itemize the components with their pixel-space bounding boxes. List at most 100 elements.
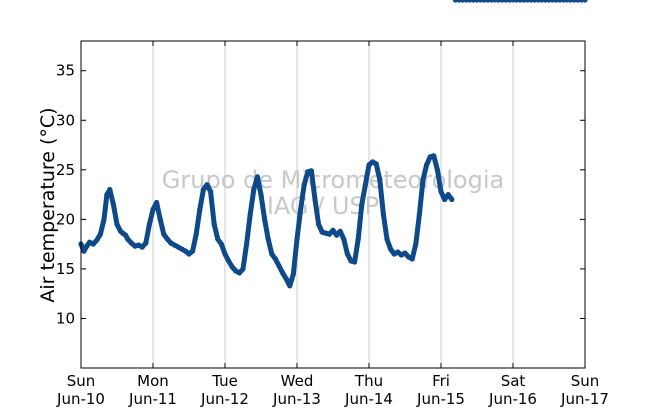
data-point (445, 192, 451, 198)
data-point (251, 187, 257, 193)
data-point (287, 283, 293, 289)
x-tick-date-label: Jun-16 (488, 390, 537, 408)
data-point (164, 236, 170, 242)
x-tick-day-label: Fri (432, 372, 450, 390)
x-tick-date-label: Jun-14 (344, 390, 393, 408)
data-point (215, 236, 221, 242)
data-point (222, 251, 228, 257)
data-point (352, 259, 358, 265)
data-point (90, 241, 96, 247)
data-point (186, 251, 192, 257)
data-point (269, 251, 275, 257)
data-point (81, 248, 87, 254)
data-point (190, 248, 196, 254)
data-point (334, 232, 340, 238)
data-point (442, 196, 448, 203)
data-point (154, 199, 160, 206)
watermark-line-1: Grupo de Micrometeorologia (162, 166, 504, 194)
data-point (344, 251, 350, 257)
y-tick-label: 25 (56, 161, 75, 179)
data-point (366, 162, 372, 168)
data-point (104, 192, 110, 198)
x-tick-day-label: Sun (571, 372, 600, 390)
data-point (424, 162, 430, 168)
data-point (265, 236, 271, 242)
data-point (355, 236, 361, 242)
data-point (161, 231, 167, 237)
data-point (226, 258, 232, 264)
data-point (409, 256, 415, 262)
data-point (240, 266, 246, 272)
data-point (431, 153, 437, 159)
data-point (254, 174, 260, 180)
data-point (380, 211, 386, 217)
data-point (236, 270, 242, 276)
data-point (125, 236, 131, 242)
data-point (283, 276, 289, 282)
data-point (341, 236, 347, 242)
x-tick-date-label: Jun-15 (416, 390, 465, 408)
data-point (247, 211, 253, 217)
data-point (326, 231, 332, 237)
data-point (301, 182, 307, 188)
data-point (218, 241, 224, 247)
data-point (146, 221, 152, 227)
data-point (413, 241, 419, 247)
x-tick-date-label: Jun-10 (56, 390, 105, 408)
data-point (377, 177, 383, 183)
x-tick-date-label: Jun-11 (128, 390, 177, 408)
data-point (143, 240, 149, 246)
y-tick-label: 35 (56, 62, 75, 80)
data-point (182, 248, 188, 254)
data-point (258, 192, 264, 198)
data-point (110, 201, 116, 208)
data-point (280, 270, 286, 276)
data-point (388, 246, 394, 252)
y-tick-label: 30 (56, 111, 75, 129)
data-point (244, 241, 250, 247)
y-axis: 10 15 20 25 30 35 (56, 62, 585, 327)
data-point (128, 240, 134, 246)
data-point (197, 206, 203, 213)
data-point (107, 187, 113, 193)
y-tick-label: 10 (56, 309, 75, 327)
data-point (384, 236, 390, 242)
data-point (420, 177, 426, 183)
x-tick-day-label: Wed (281, 372, 314, 390)
x-tick-date-label: Jun-13 (272, 390, 321, 408)
data-point (114, 221, 120, 227)
data-point (582, 0, 588, 3)
data-point (139, 244, 145, 250)
data-point (157, 216, 163, 222)
data-point (193, 231, 199, 237)
data-point (262, 216, 268, 222)
data-point (84, 243, 90, 249)
data-point (101, 216, 107, 222)
data-point (97, 231, 103, 237)
data-point (416, 211, 422, 217)
plot-frame (80, 40, 586, 369)
x-tick-day-label: Mon (137, 372, 169, 390)
x-axis: SunJun-10MonJun-11TueJun-12WedJun-13ThuJ… (56, 41, 609, 408)
data-point (330, 227, 336, 233)
y-tick-label: 15 (56, 260, 75, 278)
data-point (150, 206, 156, 213)
x-tick-day-label: Thu (354, 372, 383, 390)
watermark: Grupo de Micrometeorologia IAG / USP (162, 166, 504, 220)
data-point (94, 237, 100, 243)
data-point (438, 189, 444, 195)
data-point (308, 168, 314, 174)
data-point (362, 182, 368, 188)
data-point (200, 187, 206, 193)
data-point (229, 264, 235, 270)
x-tick-day-label: Sat (501, 372, 526, 390)
data-point (316, 221, 322, 227)
data-point (294, 236, 300, 242)
data-point (204, 182, 210, 188)
x-tick-day-label: Sun (67, 372, 96, 390)
data-point (373, 161, 379, 167)
x-tick-date-label: Jun-12 (200, 390, 249, 408)
data-point (123, 232, 129, 238)
data-point (208, 189, 214, 195)
